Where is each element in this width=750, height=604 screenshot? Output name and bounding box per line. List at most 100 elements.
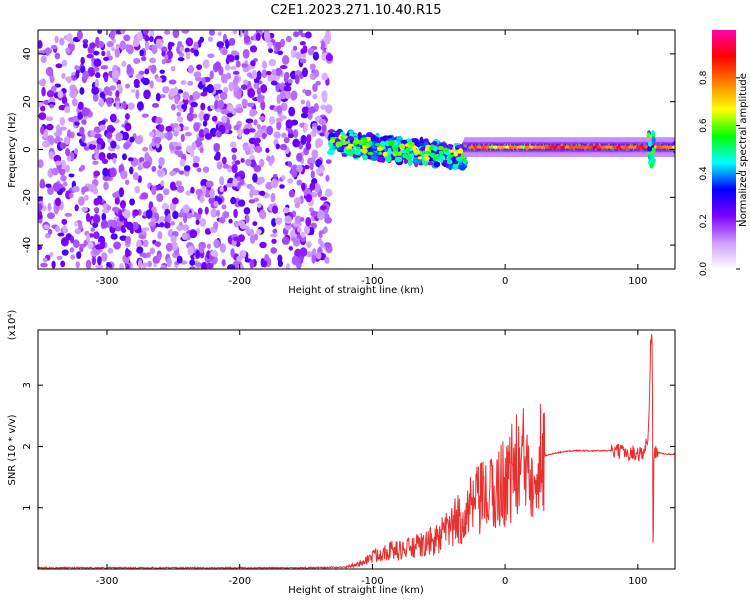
spectrogram-cell: [268, 58, 277, 67]
spectrogram-cell: [159, 265, 168, 269]
spectrogram-cell: [80, 142, 87, 147]
spectrogram-cell: [275, 143, 281, 150]
spectrogram-cell: [124, 122, 132, 132]
spectrogram-cell: [156, 253, 162, 262]
spectrogram-cell: [168, 79, 177, 85]
spectrogram-cell: [311, 149, 319, 160]
spectrogram-cell: [118, 187, 125, 198]
spectrogram-cell: [61, 96, 68, 105]
spectrogram-cell: [217, 99, 225, 110]
spectrogram-cell: [277, 50, 284, 56]
spectrogram-cell: [320, 104, 327, 110]
spectrogram-cell: [248, 128, 256, 133]
spectrogram-cell: [299, 41, 306, 46]
spectrogram-cell: [253, 119, 258, 126]
spectrogram-cell: [279, 64, 288, 70]
spectrogram-cell: [126, 64, 132, 74]
spectrogram-cell: [106, 152, 112, 160]
spectrogram-cell: [193, 122, 200, 132]
spectrogram-cell: [141, 113, 149, 118]
snr-x-tick-label: -300: [96, 576, 119, 587]
spectrogram-cell: [237, 128, 243, 139]
spectrogram-cell: [294, 202, 301, 209]
spectrogram-cell: [139, 49, 145, 57]
spectrogram-cell: [433, 161, 441, 168]
spectrogram-cell: [120, 225, 126, 232]
snr-y-label: SNR (10 * v/v): [7, 414, 18, 485]
spectrogram-cell: [276, 120, 282, 131]
spectrogram-cell: [302, 45, 308, 54]
spectrogram-cell: [355, 146, 361, 150]
snr-frame: [37, 329, 676, 570]
spectrogram-cell: [106, 137, 113, 143]
spectrogram-cell: [283, 137, 290, 144]
spectrogram-cell: [109, 113, 117, 123]
spectrogram-cell: [256, 229, 262, 235]
spectrogram-cell: [129, 166, 134, 175]
spectrogram-cell: [256, 70, 262, 81]
spectrogram-cell: [204, 206, 209, 215]
spectrogram-cell: [90, 130, 96, 138]
spectrogram-cell: [114, 196, 120, 205]
spectrogram-cell: [159, 94, 166, 99]
spectrogram-cell: [135, 89, 140, 100]
spectrogram-y-tick-label: -20: [22, 189, 33, 205]
spectrogram-cell: [52, 182, 61, 192]
spectrogram-cell: [185, 190, 192, 196]
spectrogram-cell: [199, 146, 204, 154]
spectrogram-cell: [155, 117, 163, 124]
spectrogram-cell: [41, 86, 46, 97]
spectrogram-cell: [320, 205, 327, 211]
spectrogram-cell: [55, 135, 61, 143]
spectrogram-cell: [304, 89, 312, 97]
spectrogram-cell: [137, 258, 143, 269]
spectrogram-cell: [92, 214, 101, 224]
spectrogram-cell: [174, 95, 180, 105]
spectrogram-cell: [193, 41, 199, 51]
spectrogram-cell: [216, 161, 223, 170]
spectrogram-cell: [163, 132, 168, 139]
spectrogram-cell: [358, 139, 366, 144]
spectrogram-cell: [266, 155, 271, 162]
spectrogram-cell: [254, 145, 263, 153]
spectrogram-cell: [93, 170, 101, 177]
spectrogram-cell: [361, 148, 368, 154]
spectrogram-cell: [191, 141, 197, 151]
snr-series-line: [38, 333, 675, 569]
spectrogram-cell: [202, 59, 210, 69]
spectrogram-cell: [272, 205, 279, 214]
spectrogram-cell: [74, 65, 80, 71]
spectrogram-cell: [130, 88, 136, 94]
snr-y-tick-label: 1: [22, 505, 33, 511]
spectrogram-cell: [265, 70, 272, 76]
spectrogram-cell: [219, 176, 225, 186]
spectrogram-cell: [83, 194, 89, 201]
spectrogram-cell: [189, 106, 194, 114]
spectrogram-cell: [243, 79, 248, 85]
spectrogram-cell: [55, 225, 61, 233]
spectrogram-cell: [432, 141, 437, 146]
spectrogram-cell: [197, 207, 203, 215]
spectrogram-cell: [103, 181, 109, 191]
spectrogram-cell: [93, 58, 102, 67]
spectrogram-cell: [57, 90, 64, 99]
spectrogram-cell: [407, 158, 413, 166]
spectrogram-cell: [184, 131, 192, 137]
spectrogram-cell: [56, 255, 63, 260]
spectrogram-cell: [98, 124, 106, 131]
spectrogram-cell: [121, 131, 130, 141]
spectrogram-cell: [85, 233, 91, 243]
spectrogram-cell: [316, 125, 322, 131]
spectrogram-cell: [233, 84, 240, 92]
spectrogram-cell: [647, 140, 652, 147]
spectrogram-cell: [328, 141, 334, 149]
spectrogram-cell: [226, 112, 234, 118]
spectrogram-cell: [324, 188, 333, 198]
spectrogram-cell: [151, 165, 157, 172]
spectrogram-cell: [187, 245, 194, 256]
spectrogram-cell: [326, 149, 335, 155]
spectrogram-cell: [64, 212, 73, 217]
spectrogram-cell: [115, 43, 120, 50]
spectrogram-cell: [206, 243, 211, 249]
spectrogram-cell: [330, 138, 335, 144]
